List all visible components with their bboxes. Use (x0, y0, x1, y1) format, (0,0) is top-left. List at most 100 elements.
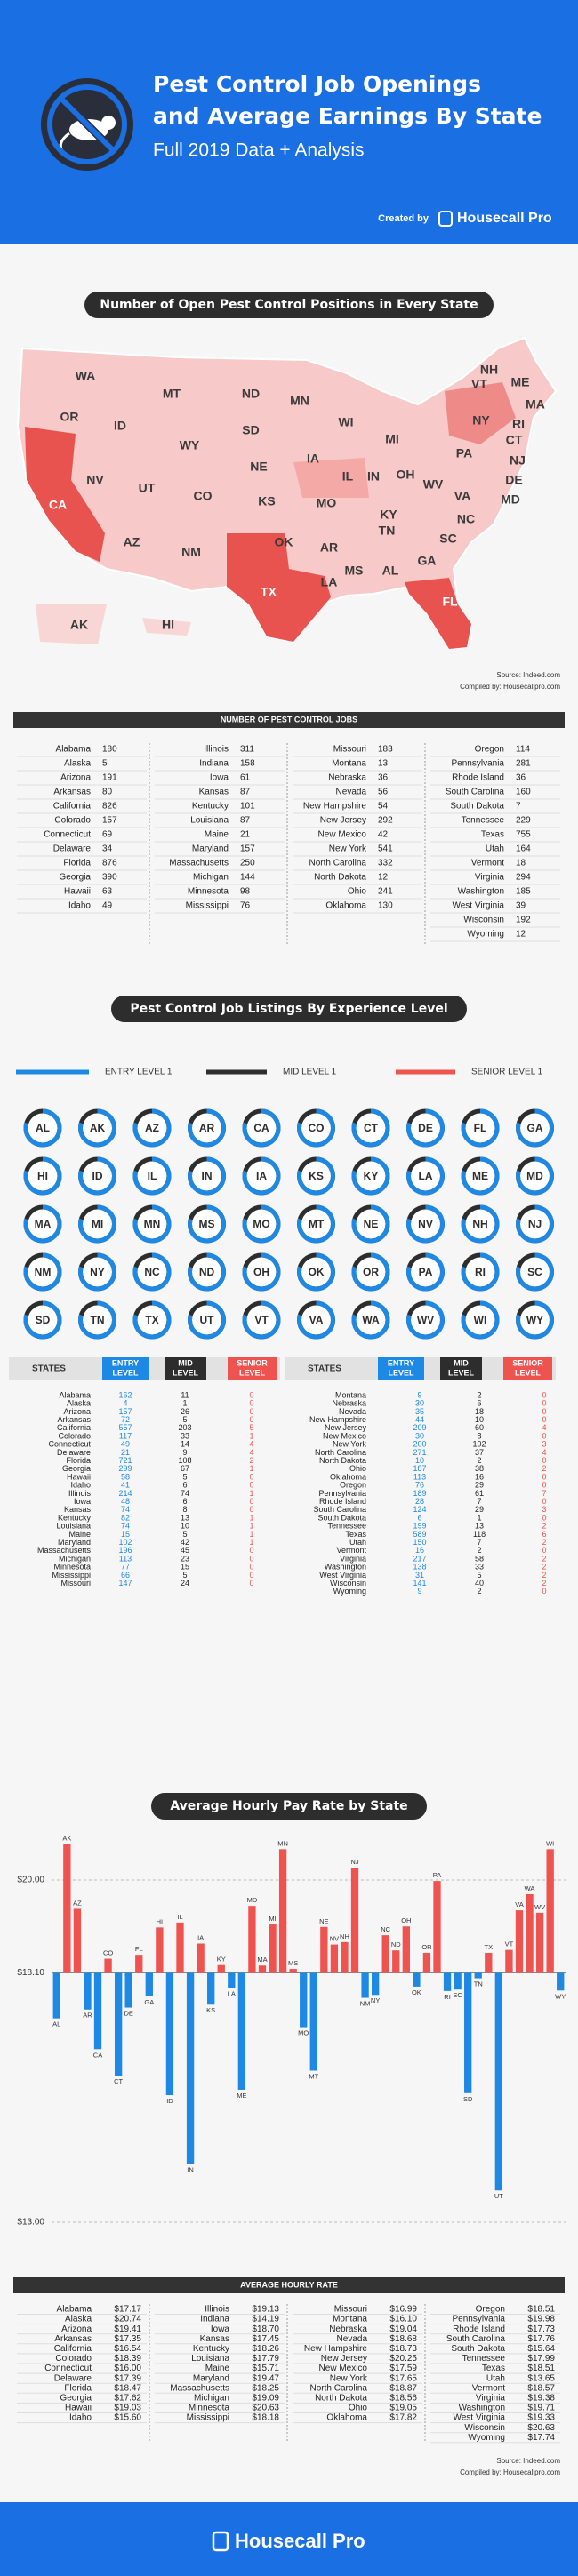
job-count: 80 (102, 788, 113, 797)
state-name: Illinois (205, 2305, 229, 2315)
job-count: 42 (378, 830, 389, 840)
donut-ring (516, 1300, 554, 1340)
column-header: ENTRY (388, 1358, 414, 1367)
listing-count: 0 (249, 1571, 253, 1580)
hourly-rate: $17.76 (527, 2334, 555, 2344)
state-name: Maryland (192, 844, 229, 854)
job-count: 241 (378, 887, 393, 897)
state-name: Minnesota (189, 2404, 230, 2413)
job-count: 183 (378, 745, 393, 755)
job-count: 185 (516, 887, 531, 897)
hourly-rate: $17.59 (389, 2364, 417, 2373)
state-name: Texas (345, 1530, 366, 1539)
listing-count: 8 (182, 1505, 187, 1514)
job-count: 61 (240, 773, 251, 783)
compiled-by: Compiled by: Housecallpro.com (460, 683, 560, 691)
job-count: 56 (378, 788, 389, 797)
state-name: California (57, 1423, 91, 1432)
donut-ring (461, 1252, 500, 1292)
state-name: Wisconsin (464, 2423, 505, 2433)
brand: Housecall Pro (457, 211, 552, 226)
state-name: Colorado (54, 816, 91, 826)
state-name: Wisconsin (463, 916, 504, 925)
state-name: Arizona (63, 1407, 91, 1416)
state-name: Wisconsin (330, 1579, 366, 1588)
hourly-rate: $18.39 (114, 2354, 141, 2364)
hourly-rate: $19.09 (252, 2394, 279, 2404)
listing-count: 0 (542, 1472, 546, 1481)
donut-ring (242, 1204, 281, 1244)
bar (371, 1972, 380, 1996)
donut-label: NY (90, 1266, 105, 1278)
x-tick-label: LA (228, 1990, 236, 1998)
job-count: 63 (102, 887, 113, 897)
state-name: Nevada (339, 1407, 366, 1416)
state-name: California (54, 2344, 92, 2354)
donut-ring (78, 1156, 116, 1196)
state-name: Minnesota (53, 1563, 91, 1572)
job-count: 114 (516, 745, 530, 755)
listing-count: 74 (121, 1505, 130, 1514)
donut-ring (132, 1108, 172, 1148)
job-count: 294 (516, 873, 531, 883)
x-tick-label: MO (298, 2029, 309, 2037)
state-label: MN (290, 394, 309, 408)
x-tick-label: WV (534, 1903, 545, 1911)
state-name: Iowa (210, 773, 229, 783)
listing-count: 2 (477, 1587, 481, 1596)
donut-label: IN (202, 1170, 213, 1182)
state-name: Montana (335, 1390, 366, 1399)
state-name: Massachusetts (37, 1546, 92, 1555)
donut-label: ND (199, 1266, 215, 1278)
state-name: Vermont (471, 859, 504, 868)
column-header: SENIOR (237, 1358, 268, 1367)
state-name: New Mexico (319, 2364, 368, 2373)
x-tick-label: AZ (73, 1899, 82, 1907)
hourly-rate: $17.82 (389, 2413, 417, 2423)
listing-count: 0 (542, 1415, 546, 1424)
listing-count: 76 (415, 1481, 424, 1490)
x-tick-label: FL (135, 1945, 143, 1953)
legend-label: ENTRY LEVEL 1 (105, 1068, 173, 1077)
listing-count: 196 (118, 1546, 132, 1555)
bar (237, 1972, 246, 2090)
listing-count: 589 (413, 1530, 426, 1539)
donut-label: TN (91, 1314, 105, 1326)
listing-count: 199 (413, 1522, 426, 1531)
donut-ring (351, 1108, 390, 1148)
donut-label: OK (309, 1266, 325, 1278)
x-tick-label: NE (319, 1917, 328, 1925)
state-name: Mississippi (186, 901, 229, 911)
listing-count: 138 (413, 1563, 426, 1572)
state-label: VA (454, 489, 470, 503)
listing-count: 9 (417, 1390, 421, 1399)
footer-band (0, 2502, 578, 2576)
bar (464, 1972, 472, 2093)
state-name: Delaware (57, 1448, 91, 1457)
column-header: ENTRY (112, 1358, 139, 1367)
state-label: AZ (124, 535, 140, 549)
hourly-rate: $17.99 (527, 2354, 555, 2364)
state-name: Connecticut (44, 2364, 92, 2373)
state-name: Nevada (336, 788, 367, 797)
job-count: 826 (102, 802, 117, 812)
state-name: Hawaii (67, 1472, 91, 1481)
donut-ring (242, 1108, 281, 1148)
title-line: Pest Control Job Openings (153, 71, 481, 97)
column-header: LEVEL (515, 1368, 542, 1377)
donut-label: NV (418, 1218, 433, 1230)
listing-count: 102 (472, 1440, 486, 1449)
state-name: Arkansas (54, 2334, 92, 2344)
bar (73, 1908, 82, 1973)
donut-label: FL (474, 1122, 487, 1134)
donut-ring (188, 1300, 226, 1340)
state-name: Virginia (476, 2394, 506, 2404)
listing-count: 0 (249, 1505, 253, 1514)
donut-label: IL (148, 1170, 157, 1182)
state-name: Alabama (56, 745, 92, 755)
listing-count: 58 (121, 1472, 130, 1481)
listing-count: 200 (413, 1440, 426, 1449)
hourly-rate: $19.03 (114, 2404, 141, 2413)
x-tick-label: AK (62, 1834, 71, 1842)
listing-count: 15 (121, 1530, 130, 1539)
